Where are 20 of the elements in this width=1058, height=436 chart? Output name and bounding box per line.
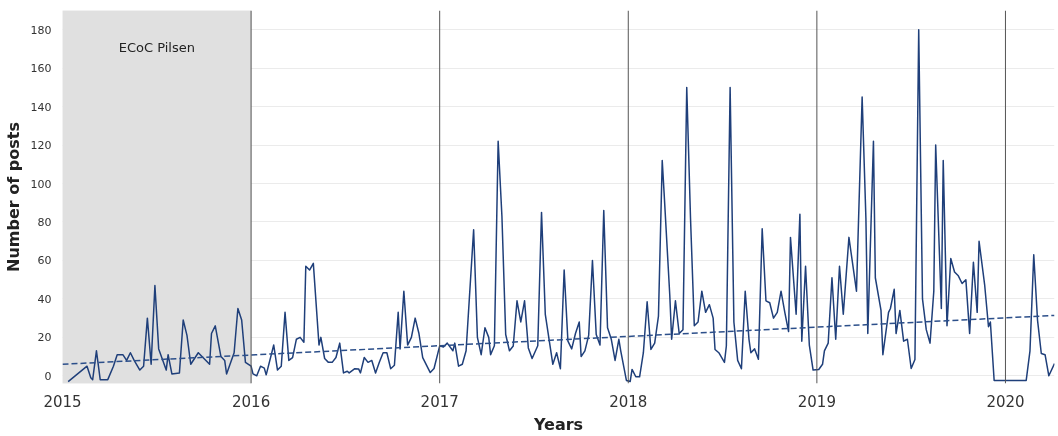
x-tick-label: 2020 [986,392,1025,411]
x-axis-title: Years [532,414,584,434]
y-tick-label: 60 [37,254,52,268]
y-tick-label: 80 [37,215,52,229]
y-axis-title: Number of posts [3,122,23,272]
y-tick-label: 40 [37,292,52,306]
y-tick-label: 180 [30,23,52,37]
y-tick-label: 0 [44,369,52,383]
y-tick-label: 100 [30,177,52,191]
x-tick-label: 2017 [420,392,459,411]
band-label: ECoC Pilsen [118,40,195,56]
x-tick-label: 2019 [797,392,836,411]
y-tick-label: 140 [30,100,52,114]
x-tick-label: 2018 [609,392,648,411]
y-tick-label: 120 [30,139,52,153]
x-tick-label: 2016 [232,392,271,411]
x-tick-label: 2015 [43,392,82,411]
line-series [67,28,1055,383]
y-tick-label: 20 [37,331,52,345]
y-tick-label: 160 [30,62,52,76]
